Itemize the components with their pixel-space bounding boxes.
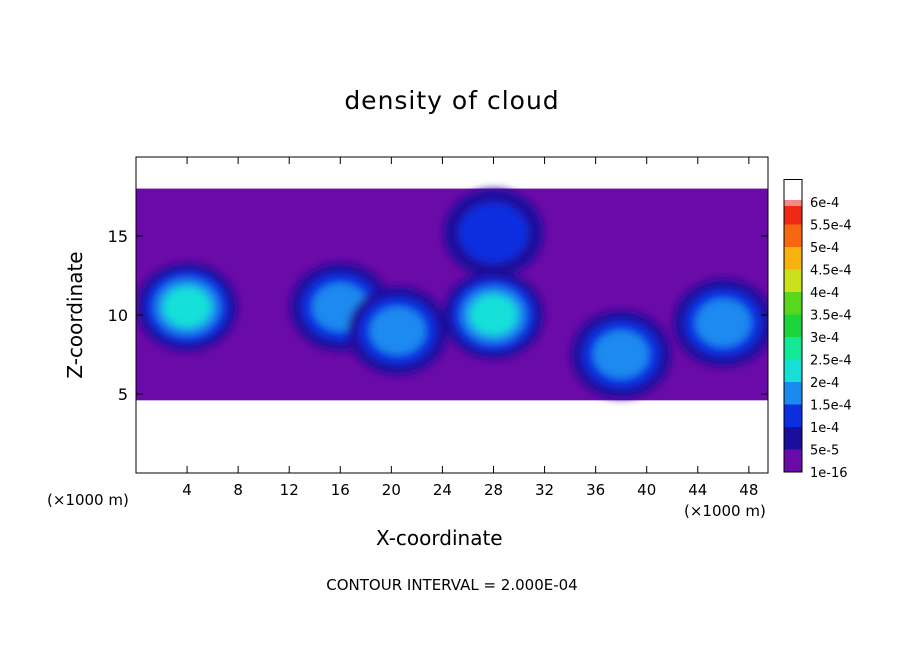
cloud-core xyxy=(458,202,529,263)
cloud-core xyxy=(695,298,752,347)
colorbar-label: 1e-4 xyxy=(810,421,839,436)
y-axis-label: Z-coordinate xyxy=(63,251,87,379)
colorbar-swatch xyxy=(784,224,802,247)
x-tick-label: 32 xyxy=(535,481,554,499)
colorbar-label: 4e-4 xyxy=(810,286,839,301)
colorbar-swatch xyxy=(784,382,802,405)
x-tick-label: 36 xyxy=(586,481,605,499)
colorbar-swatch xyxy=(784,269,802,292)
colorbar-label: 1e-16 xyxy=(810,466,848,481)
x-tick-label: 12 xyxy=(280,481,299,499)
colorbar-label: 5e-5 xyxy=(810,444,839,459)
contour-interval-note: CONTOUR INTERVAL = 2.000E-04 xyxy=(326,576,578,594)
x-unit-label-left: (×1000 m) xyxy=(47,491,129,509)
colorbar-swatch xyxy=(784,314,802,337)
y-tick-label: 10 xyxy=(108,306,128,325)
colorbar-swatch xyxy=(784,427,802,450)
colorbar-swatch xyxy=(784,449,802,472)
x-axis: 4 8 12 16 20 24 28 32 36 40 44 48 xyxy=(182,157,758,499)
colorbar-swatch xyxy=(784,200,802,206)
cloud-core xyxy=(369,306,426,355)
colorbar-swatch xyxy=(784,247,802,270)
cloud-core xyxy=(593,330,649,379)
colorbar-swatch xyxy=(784,404,802,427)
colorbar-label: 2.5e-4 xyxy=(810,354,852,369)
x-tick-label: 20 xyxy=(382,481,401,499)
x-tick-label: 4 xyxy=(182,481,192,499)
colorbar-label: 5.5e-4 xyxy=(810,219,852,234)
colorbar: 1e-16 5e-5 1e-4 1.5e-4 2e-4 2.5e-4 3e-4 3.5e-4 4… xyxy=(783,179,852,481)
x-tick-label: 44 xyxy=(688,481,707,499)
colorbar-label: 2e-4 xyxy=(810,376,839,391)
y-tick-label: 5 xyxy=(118,385,128,404)
cloud-core xyxy=(163,286,211,328)
x-tick-label: 16 xyxy=(331,481,350,499)
colorbar-label: 4.5e-4 xyxy=(810,264,852,279)
chart-title: density of cloud xyxy=(344,86,560,115)
density-field xyxy=(136,188,768,401)
y-axis: 5 10 15 xyxy=(108,227,768,404)
x-tick-label: 28 xyxy=(484,481,503,499)
y-tick-label: 15 xyxy=(108,227,128,246)
colorbar-label: 1.5e-4 xyxy=(810,399,852,414)
x-tick-label: 24 xyxy=(433,481,452,499)
x-unit-label-right: (×1000 m) xyxy=(684,502,766,520)
colorbar-swatch xyxy=(784,359,802,382)
x-tick-label: 40 xyxy=(637,481,656,499)
colorbar-frame xyxy=(783,179,803,473)
x-tick-label: 8 xyxy=(233,481,243,499)
colorbar-label: 5e-4 xyxy=(810,241,839,256)
cloud-core xyxy=(469,294,518,336)
colorbar-swatch xyxy=(784,202,802,225)
colorbar-swatch xyxy=(784,292,802,315)
x-tick-label: 48 xyxy=(739,481,758,499)
colorbar-label: 3.5e-4 xyxy=(810,309,852,324)
colorbar-label: 6e-4 xyxy=(810,196,839,211)
colorbar-swatch xyxy=(784,337,802,360)
x-axis-label: X-coordinate xyxy=(376,526,503,550)
colorbar-label: 3e-4 xyxy=(810,331,839,346)
